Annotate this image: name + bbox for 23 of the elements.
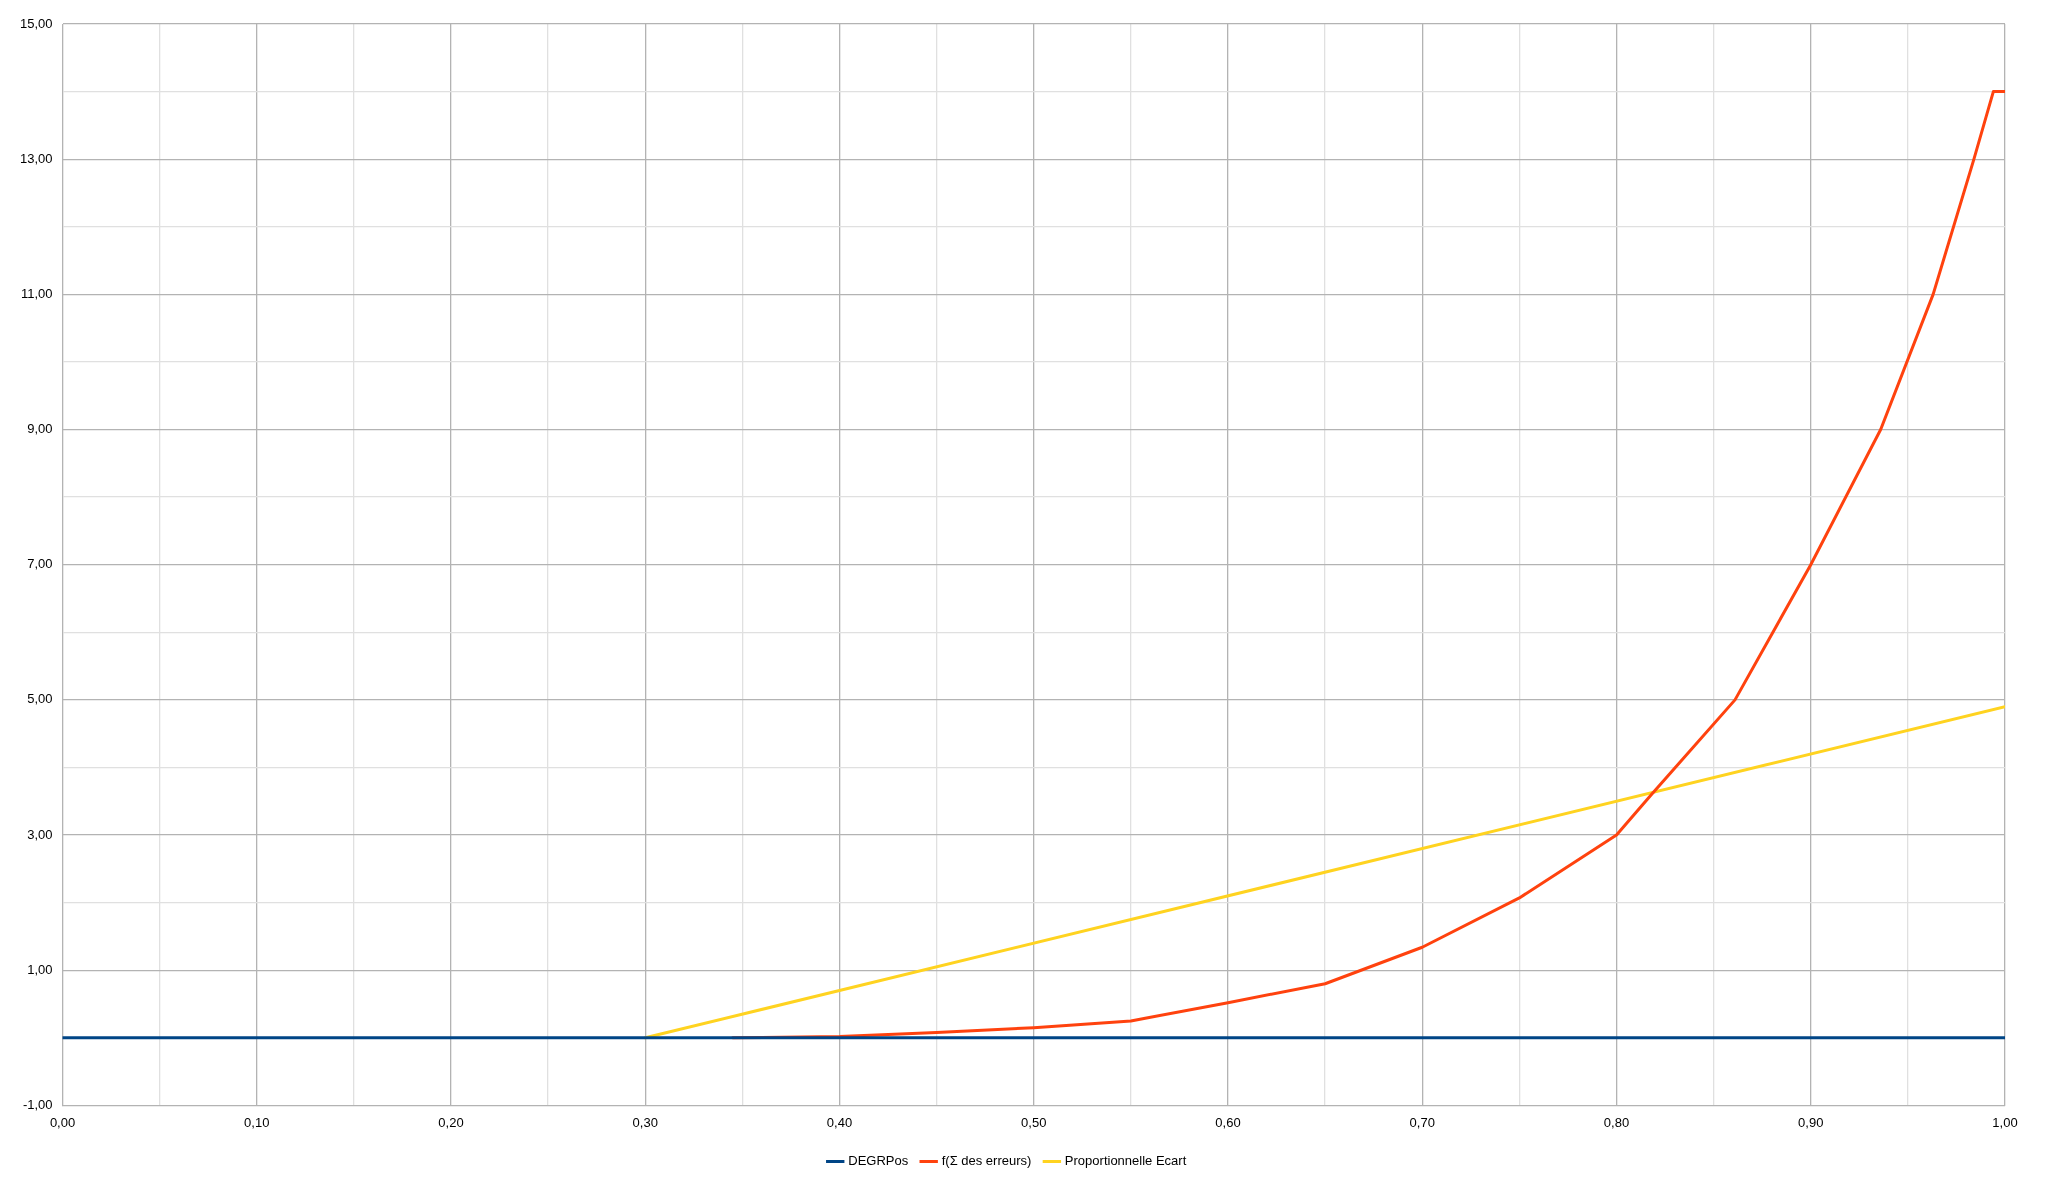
x-tick-label: 0,60: [1215, 1114, 1241, 1130]
x-tick-label: 0,20: [438, 1114, 464, 1130]
legend-label: f(Σ des erreurs): [941, 1153, 1032, 1169]
y-tick-label: 3,00: [27, 826, 53, 842]
x-tick-label: 0,40: [826, 1114, 853, 1130]
y-tick-label: 11,00: [20, 285, 53, 301]
x-tick-label: 0,10: [244, 1114, 270, 1130]
x-tick-label: 0,50: [1021, 1114, 1047, 1130]
y-tick-label: -1,00: [22, 1096, 53, 1112]
x-tick-label: 0,30: [632, 1114, 658, 1130]
legend-label: Proportionnelle Ecart: [1064, 1153, 1187, 1169]
y-tick-label: 9,00: [27, 421, 53, 437]
y-tick-label: 1,00: [27, 961, 53, 977]
y-tick-label: 7,00: [27, 556, 53, 572]
x-tick-label: 1,00: [1992, 1114, 2018, 1130]
x-tick-label: 0,90: [1798, 1114, 1824, 1130]
y-tick-label: 5,00: [27, 691, 53, 707]
legend-label: DEGRPos: [848, 1153, 909, 1169]
x-tick-label: 0,70: [1409, 1114, 1435, 1130]
y-tick-label: 13,00: [19, 150, 53, 166]
x-tick-label: 0,00: [49, 1114, 76, 1130]
y-tick-label: 15,00: [19, 15, 53, 31]
x-tick-label: 0,80: [1603, 1114, 1630, 1130]
